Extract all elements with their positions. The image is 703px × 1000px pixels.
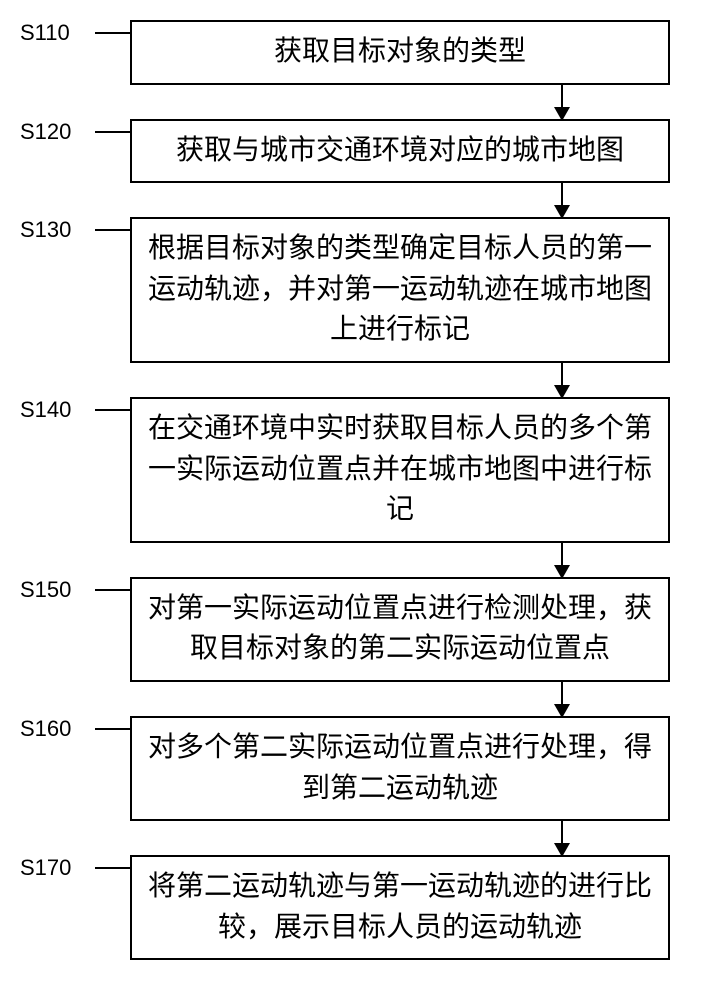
step-label: S140: [20, 397, 95, 423]
step-row: S170 将第二运动轨迹与第一运动轨迹的进行比较，展示目标人员的运动轨迹: [20, 855, 703, 960]
step-label: S150: [20, 577, 95, 603]
arrow-wrap: [20, 543, 703, 577]
step-box: 对第一实际运动位置点进行检测处理，获取目标对象的第二实际运动位置点: [130, 577, 670, 682]
step-box: 根据目标对象的类型确定目标人员的第一运动轨迹，并对第一运动轨迹在城市地图上进行标…: [130, 217, 670, 363]
step-box: 对多个第二实际运动位置点进行处理，得到第二运动轨迹: [130, 716, 670, 821]
down-arrow-icon: [561, 363, 563, 397]
step-row: S110 获取目标对象的类型: [20, 20, 703, 85]
down-arrow-icon: [561, 821, 563, 855]
connector-line: [95, 867, 130, 869]
arrow-wrap: [20, 85, 703, 119]
down-arrow-icon: [561, 183, 563, 217]
flowchart: S110 获取目标对象的类型 S120 获取与城市交通环境对应的城市地图 S13…: [20, 20, 703, 960]
down-arrow-icon: [561, 543, 563, 577]
arrow-wrap: [20, 363, 703, 397]
step-label: S160: [20, 716, 95, 742]
down-arrow-icon: [561, 85, 563, 119]
step-box: 获取目标对象的类型: [130, 20, 670, 85]
step-row: S120 获取与城市交通环境对应的城市地图: [20, 119, 703, 184]
connector-line: [95, 409, 130, 411]
step-label: S120: [20, 119, 95, 145]
arrow-wrap: [20, 821, 703, 855]
arrow-wrap: [20, 183, 703, 217]
step-box: 将第二运动轨迹与第一运动轨迹的进行比较，展示目标人员的运动轨迹: [130, 855, 670, 960]
connector-line: [95, 589, 130, 591]
step-row: S140 在交通环境中实时获取目标人员的多个第一实际运动位置点并在城市地图中进行…: [20, 397, 703, 543]
step-label: S130: [20, 217, 95, 243]
step-box: 获取与城市交通环境对应的城市地图: [130, 119, 670, 184]
connector-line: [95, 131, 130, 133]
step-label: S110: [20, 20, 95, 46]
down-arrow-icon: [561, 682, 563, 716]
step-row: S160 对多个第二实际运动位置点进行处理，得到第二运动轨迹: [20, 716, 703, 821]
connector-line: [95, 728, 130, 730]
step-row: S130 根据目标对象的类型确定目标人员的第一运动轨迹，并对第一运动轨迹在城市地…: [20, 217, 703, 363]
connector-line: [95, 229, 130, 231]
step-row: S150 对第一实际运动位置点进行检测处理，获取目标对象的第二实际运动位置点: [20, 577, 703, 682]
step-label: S170: [20, 855, 95, 881]
step-box: 在交通环境中实时获取目标人员的多个第一实际运动位置点并在城市地图中进行标记: [130, 397, 670, 543]
connector-line: [95, 32, 130, 34]
arrow-wrap: [20, 682, 703, 716]
